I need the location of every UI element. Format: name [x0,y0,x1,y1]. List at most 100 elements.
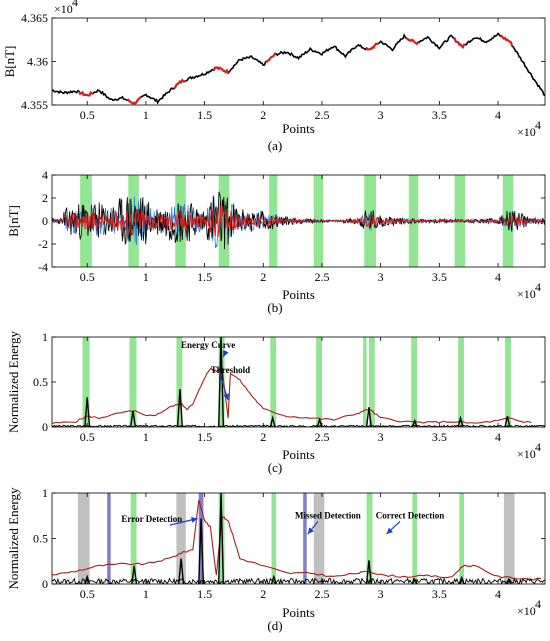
annotation-arrowhead [223,393,230,400]
x-multiplier-exponent: 4 [535,440,541,454]
y-tick-label: 4 [42,168,48,182]
energy-spike [176,389,183,427]
energy-spike [198,518,205,584]
x-tick-label: 0.5 [80,430,95,444]
x-tick-label: 3 [378,108,384,122]
panel-caption: (b) [267,300,282,315]
plot-area [52,337,545,427]
panel-c: 0.5 1 1.5 2 2.5 3 3.5 4 0 0.5 1 Points Normalized En… [6,330,546,475]
energy-spike [411,418,418,427]
green-band [82,337,90,427]
y-tick-label: 4.355 [21,98,48,112]
y-axis-label: Normalized Energy [6,487,21,589]
gray-band [176,493,186,584]
y-tick-label: 0.5 [33,532,48,546]
signal-line [52,32,545,105]
x-tick-label: 2 [260,108,266,122]
x-multiplier: ×10 [517,287,536,301]
energy-spike [129,410,137,427]
annotation: Energy Curve [181,340,235,350]
panel-caption: (c) [268,460,282,475]
energy-spike [458,575,465,584]
highlight-segment [500,34,514,47]
energy-spike [270,574,277,584]
green-band [458,337,465,427]
energy-spike [365,407,372,427]
x-tick-label: 2 [260,270,266,284]
red-signal [52,205,545,238]
annotation: Missed Detection [295,510,361,520]
highlight-segment [126,96,142,105]
x-tick-label: 2 [260,430,266,444]
gray-band [503,493,515,584]
highlight-segment [365,42,379,51]
y-axis-label: B[nT] [2,46,17,78]
x-tick-label: 1.5 [197,587,212,601]
x-tick-label: 3 [378,270,384,284]
highlight-segment [77,90,94,97]
annotation: Error Detection [121,514,182,524]
x-tick-label: 1 [143,587,149,601]
y-tick-label: -2 [38,237,48,251]
x-tick-label: 2.5 [314,430,329,444]
x-tick-label: 0.5 [80,270,95,284]
x-tick-label: 4 [495,270,501,284]
purple-band [198,493,204,584]
y-tick-label: 2 [42,191,48,205]
axes-box [51,336,546,428]
purple-band [303,493,307,584]
energy-spike [131,565,138,584]
y-tick-label: 0 [42,214,48,228]
green-band [459,493,465,584]
x-tick-label: 2.5 [314,270,329,284]
energy-spike [411,577,418,584]
y-tick-label: 0.5 [33,375,48,389]
highlight-segment [212,66,230,74]
annotation-arrowhead [191,516,198,523]
y-tick-label: 0 [42,420,48,434]
y-tick-label: 0 [42,577,48,591]
green-band [271,493,277,584]
green-band [364,175,376,267]
x-tick-label: 0.5 [80,108,95,122]
axes-box [51,492,546,585]
green-band [368,337,375,427]
x-multiplier: ×10 [517,447,536,461]
annotation: Correct Detection [376,510,445,520]
y-tick-label: 4.365 [21,11,48,25]
panel-a: 0.5 1 1.5 2 2.5 3 3.5 4 4.355 4.36 4.365 Points B[nT… [2,0,546,153]
energy-spike [84,397,91,427]
highlight-segment [265,53,276,63]
energy-spike [457,415,464,427]
panel-d: 0.5 1 1.5 2 2.5 3 3.5 4 0 0.5 1 Points Normalized En… [6,486,546,633]
x-tick-label: 4 [495,430,501,444]
y-tick-label: -4 [38,260,48,274]
energy-spike [178,558,185,584]
panel-caption: (d) [267,618,282,633]
energy-spike [217,493,225,584]
y-multiplier-exponent: 4 [72,0,78,9]
energy-spike [269,415,276,427]
energy-spike [316,417,323,427]
x-multiplier-exponent: 4 [535,597,541,611]
x-tick-label: 1.5 [197,270,212,284]
x-tick-label: 3.5 [432,270,447,284]
energy-spike [505,577,512,584]
x-tick-label: 1.5 [197,108,212,122]
x-axis-label: Points [282,287,315,302]
gray-band [313,493,325,584]
x-tick-label: 3 [378,430,384,444]
threshold-line [52,499,542,581]
x-tick-label: 2.5 [314,587,329,601]
energy-spike [217,337,225,427]
x-multiplier-exponent: 4 [535,118,541,132]
x-tick-label: 3 [378,587,384,601]
x-tick-label: 1 [143,108,149,122]
x-tick-label: 4 [495,587,501,601]
panel-b: 0.5 1 1.5 2 2.5 3 3.5 4 -4 -2 0 2 4 Points B[nT] (b) ×10… [6,168,546,315]
annotation-arrowhead [223,350,229,357]
purple-band [107,493,111,584]
y-axis-label: Normalized Energy [6,331,21,433]
energy-spike [84,574,91,584]
highlight-segment [405,37,420,46]
